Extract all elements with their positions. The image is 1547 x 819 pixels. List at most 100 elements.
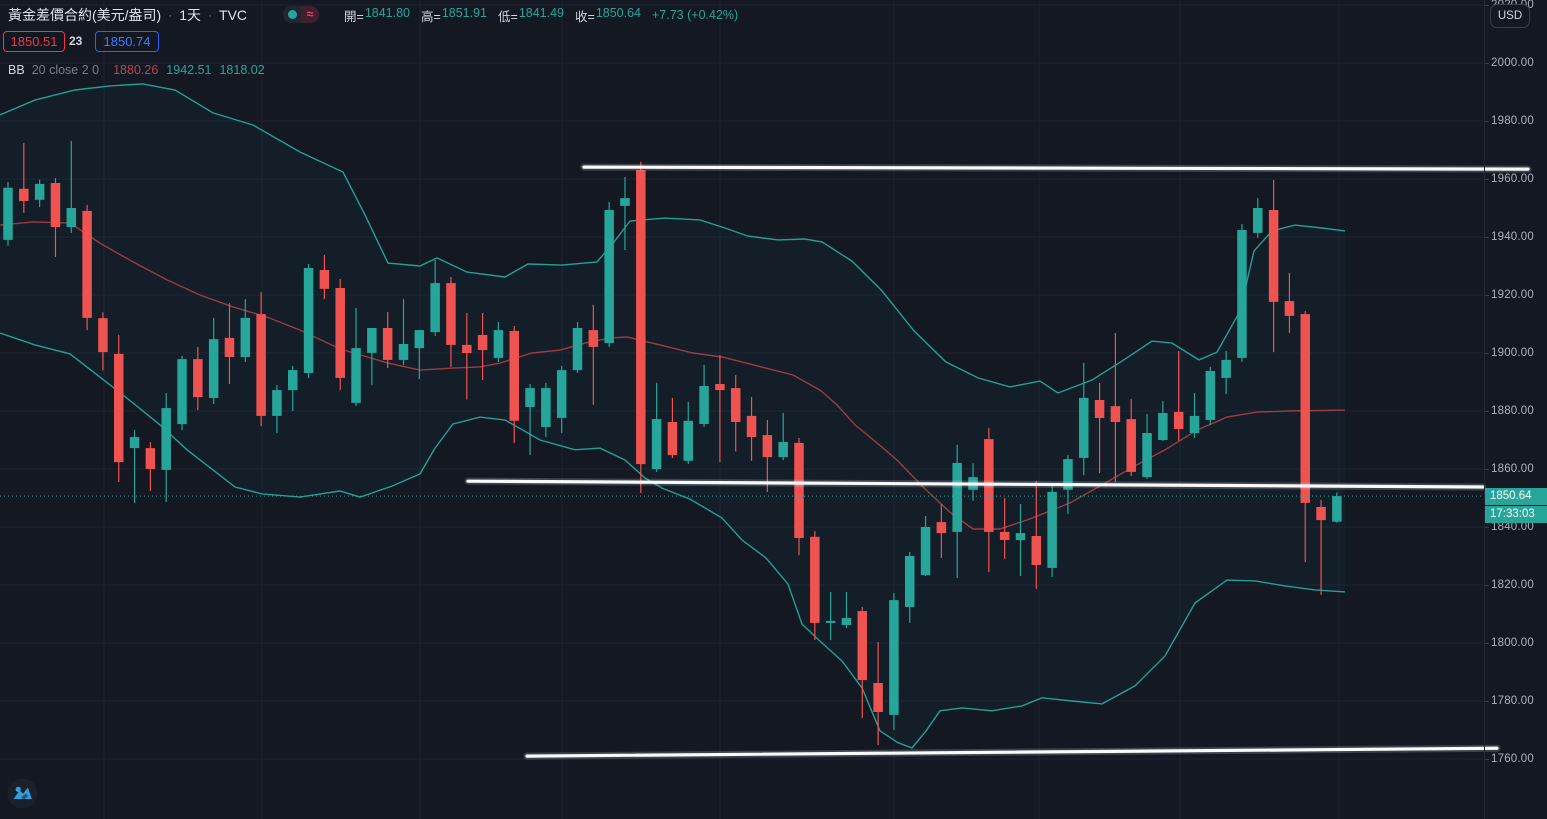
ohlc-row: 開= 1841.80 高= 1851.91 低= 1841.49 收= 1850.64 … (344, 6, 739, 24)
tradingview-logo-icon[interactable] (7, 778, 38, 809)
axis-price-label: 1780.00 (1485, 694, 1534, 707)
candle-body (1332, 496, 1342, 522)
bb-basis-line[interactable] (0, 221, 1346, 530)
price-axis[interactable]: 2020.002000.001980.001960.001940.001920.… (1484, 0, 1547, 819)
candle (920, 515, 931, 576)
candle (541, 382, 551, 438)
candle-body (382, 328, 393, 360)
candle (1142, 413, 1152, 479)
axis-price-label: 1980.00 (1485, 114, 1534, 127)
candle (177, 355, 187, 431)
candle-body (161, 408, 171, 470)
candle (1253, 198, 1263, 238)
candle (825, 591, 836, 641)
candle (841, 591, 852, 628)
candle-body (683, 420, 694, 461)
candle (1316, 500, 1326, 595)
candle (1126, 399, 1136, 476)
market-open-icon (283, 6, 301, 23)
candle (224, 303, 235, 385)
candle-body (477, 335, 488, 351)
candle-body (1142, 433, 1152, 478)
candle-body (604, 210, 614, 344)
trendline[interactable] (464, 477, 1487, 491)
candle (367, 328, 377, 386)
trendline[interactable] (580, 163, 1532, 173)
market-status-toggle[interactable]: ≈ (283, 6, 319, 23)
indicator-name: BB (8, 63, 25, 77)
candle-body (509, 330, 519, 421)
trendline[interactable] (523, 744, 1501, 760)
buy-button[interactable]: 1850.74 (95, 31, 159, 52)
candle (382, 312, 393, 369)
indicator-settings: 20 close 2 0 (31, 63, 100, 77)
candle-body (1094, 400, 1105, 418)
candle-body (3, 187, 13, 240)
candle-body (335, 288, 345, 378)
candle-body (1316, 507, 1326, 521)
candle-body (889, 600, 899, 715)
candle-body (936, 522, 947, 534)
candle-body (952, 462, 962, 532)
candle-body (1079, 397, 1089, 458)
candle-body (1031, 536, 1042, 565)
candle (98, 312, 108, 371)
candle (145, 442, 156, 492)
axis-price-label: 1860.00 (1485, 462, 1534, 475)
candle (34, 179, 45, 208)
candle-body (34, 183, 45, 200)
candle (351, 308, 361, 407)
bb-upper-band[interactable] (0, 83, 1346, 394)
candle (667, 397, 678, 458)
candle-body (493, 330, 504, 358)
candle-body (1268, 210, 1279, 302)
candle (746, 397, 757, 461)
candle-body (904, 556, 915, 607)
candle (730, 375, 741, 452)
axis-price-label: 1920.00 (1485, 288, 1534, 301)
currency-usd-button[interactable]: USD (1490, 4, 1530, 28)
candle (1079, 362, 1089, 476)
sell-button[interactable]: 1850.51 (3, 31, 65, 52)
candle-body (857, 611, 868, 681)
candle-body (82, 210, 92, 318)
candle-body (1189, 415, 1200, 433)
candle-body (446, 283, 456, 345)
candle-body (667, 422, 678, 456)
candle (319, 254, 330, 300)
indicator-legend[interactable]: BB 20 close 2 0 1880.26 1942.51 1818.02 (8, 62, 265, 78)
axis-price-label: 1820.00 (1485, 578, 1534, 591)
candle-body (351, 348, 361, 403)
candle-body (1300, 314, 1310, 503)
candle-body (1237, 230, 1247, 358)
approx-price-icon: ≈ (301, 6, 319, 23)
candle (50, 178, 61, 257)
candle (1158, 401, 1168, 441)
candle-body (256, 314, 266, 416)
candle-body (1158, 413, 1168, 440)
candle (208, 317, 219, 405)
candle (477, 312, 488, 380)
candle-body (920, 527, 931, 576)
candle (936, 504, 947, 559)
candle (715, 355, 725, 463)
candle-body (272, 390, 282, 416)
interval-label[interactable]: 1天 (179, 7, 202, 23)
candle (303, 263, 314, 378)
axis-price-label: 1880.00 (1485, 404, 1534, 417)
candle-body (810, 536, 820, 623)
exchange-label: TVC (219, 7, 248, 23)
candle (572, 321, 583, 373)
candle-body (19, 188, 29, 201)
candle (651, 382, 662, 472)
separator-dot: · (208, 8, 213, 22)
candle-body (367, 328, 377, 353)
candle-body (1253, 208, 1263, 233)
change-value: +7.73 (+0.42%) (652, 8, 739, 22)
symbol-title[interactable]: 黃金差價合約(美元/盎司) (8, 7, 162, 23)
plot-area (0, 0, 1484, 819)
candle (873, 642, 883, 746)
bb-lower-band[interactable] (0, 332, 1346, 749)
